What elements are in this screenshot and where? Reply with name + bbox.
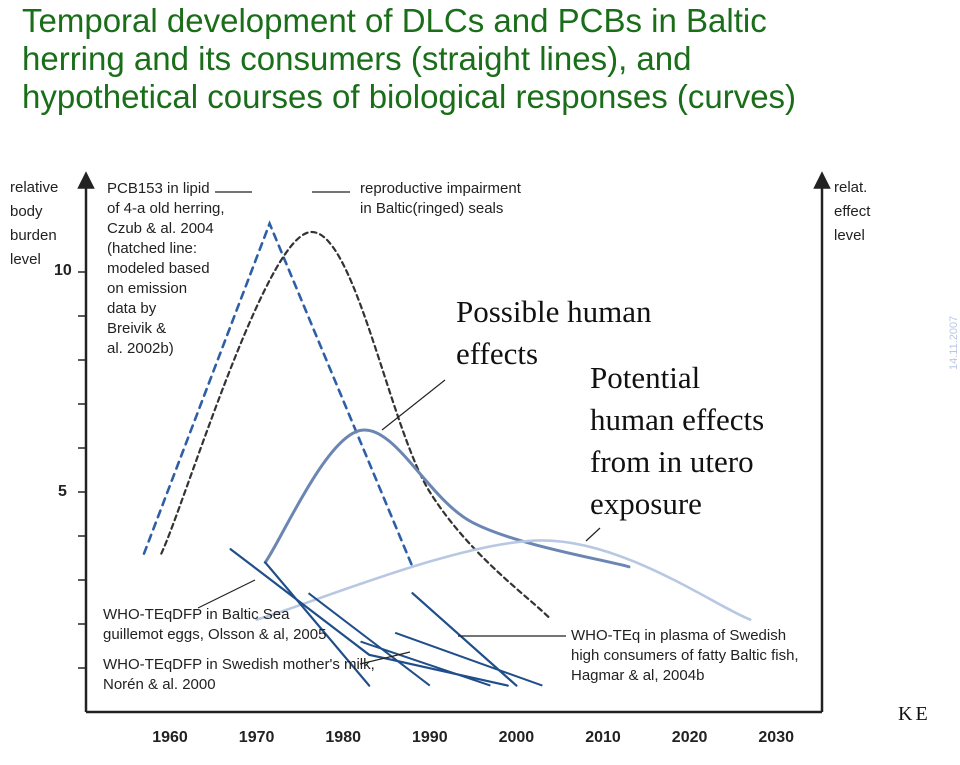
x-tick-label: 2030 (758, 729, 794, 746)
annotation-possible-human-effects: Possible human effects (456, 294, 659, 371)
annotation-line: Potential (590, 360, 700, 395)
annotation-repro: reproductive impairment in Baltic(ringed… (360, 180, 525, 217)
y-tick-label: 5 (58, 483, 67, 500)
series-segment-2 (360, 640, 491, 687)
x-tick-label: 2000 (499, 729, 535, 746)
annotation-line: modeled based (107, 260, 210, 277)
annotation-line: in Baltic(ringed) seals (360, 200, 503, 217)
title-line-2: herring and its consumers (straight line… (22, 40, 692, 77)
annotation-line: Hagmar & al, 2004b (571, 667, 704, 684)
ylabel-left-line: body (10, 203, 43, 220)
ylabel-right-line: effect (834, 203, 871, 220)
leader-lines (197, 191, 601, 665)
annotation-line: WHO-TEq in plasma of Swedish (571, 627, 786, 644)
series-line-3 (255, 539, 752, 621)
annotation-line: of 4-a old herring, (107, 200, 225, 217)
y-tick-label: 10 (54, 262, 72, 279)
series-line-0 (142, 220, 414, 569)
annotation-line: (hatched line: (107, 240, 197, 257)
y-axis-right-label: relat. effect level (834, 179, 875, 244)
leader-possible (381, 379, 446, 431)
ylabel-right-line: relat. (834, 179, 867, 196)
leader-potential (585, 527, 601, 542)
x-tick-label: 1970 (239, 729, 275, 746)
x-tick-label: 1960 (152, 729, 188, 746)
leader-guillemot (197, 579, 256, 609)
leader-mothers (359, 651, 411, 665)
logo: ΚΕ (898, 703, 931, 725)
x-tick-label: 1980 (325, 729, 361, 746)
x-tick-label: 2020 (672, 729, 708, 746)
series-line-5 (264, 561, 371, 687)
annotation-line: high consumers of fatty Baltic fish, (571, 647, 799, 664)
annotation-potential-human-effects: Potential human effects from in utero ex… (590, 360, 772, 521)
annotation-line: reproductive impairment (360, 180, 522, 197)
annotation-line: from in utero (590, 444, 754, 479)
annotation-line: effects (456, 336, 538, 371)
series-line-2 (263, 428, 631, 569)
annotation-line: Breivik & (107, 320, 166, 337)
x-tick-label: 1990 (412, 729, 448, 746)
y-minor-ticks (78, 271, 86, 669)
annotation-mothers: WHO-TEqDFP in Swedish mother's milk, Nor… (103, 656, 379, 693)
annotation-line: data by (107, 300, 157, 317)
x-tick-label: 2010 (585, 729, 621, 746)
ylabel-right-line: level (834, 227, 865, 244)
annotation-line: on emission (107, 280, 187, 297)
annotation-guillemot: WHO-TEqDFP in Baltic Sea guillemot eggs,… (103, 606, 326, 643)
slide-date: 14.11.2007 (948, 315, 960, 370)
annotation-plasma: WHO-TEq in plasma of Swedish high consum… (571, 627, 803, 684)
y-axis-left-label: relative body burden level (10, 179, 63, 268)
annotation-line: Possible human (456, 294, 652, 329)
annotation-line: Norén & al. 2000 (103, 676, 216, 693)
annotation-line: exposure (590, 486, 702, 521)
annotation-line: guillemot eggs, Olsson & al, 2005 (103, 626, 326, 643)
ylabel-left-line: relative (10, 179, 58, 196)
annotation-pcb153: PCB153 in lipid of 4-a old herring, Czub… (107, 180, 229, 357)
annotation-line: Czub & al. 2004 (107, 220, 214, 237)
annotation-line: human effects (590, 402, 764, 437)
annotation-line: WHO-TEqDFP in Baltic Sea (103, 606, 290, 623)
ylabel-left-line: burden (10, 227, 57, 244)
title-line-3: hypothetical courses of biological respo… (22, 78, 797, 115)
annotation-line: PCB153 in lipid (107, 180, 210, 197)
annotation-line: WHO-TEqDFP in Swedish mother's milk, (103, 656, 375, 673)
title-line-1: Temporal development of DLCs and PCBs in… (22, 2, 767, 39)
slide-title: Temporal development of DLCs and PCBs in… (22, 2, 822, 116)
x-tick-labels: 1960 1970 1980 1990 2000 2010 2020 2030 (152, 729, 794, 746)
series-layer (142, 220, 752, 687)
series-segment-1 (394, 631, 543, 687)
series-segment-0 (307, 592, 431, 687)
series-line-1 (160, 231, 553, 621)
ylabel-left-line: level (10, 251, 41, 268)
annotation-line: al. 2002b) (107, 340, 174, 357)
